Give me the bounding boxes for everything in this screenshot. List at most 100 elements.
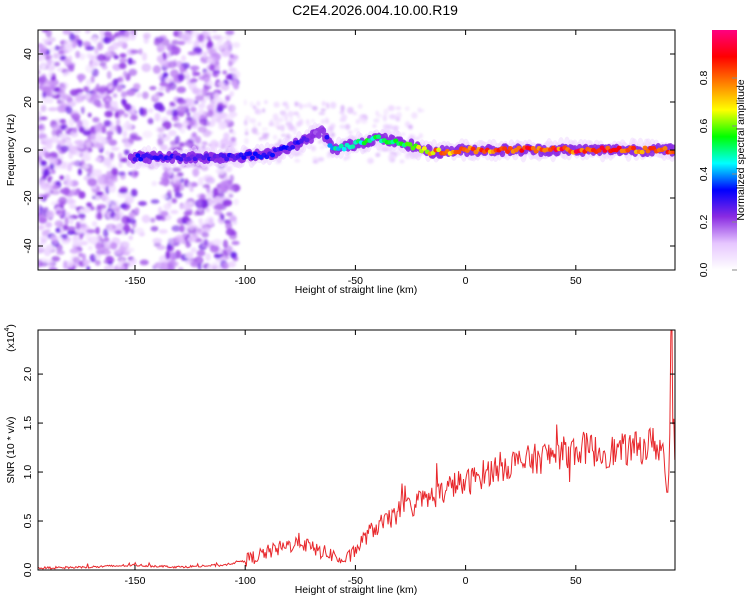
noise-blob	[171, 39, 180, 45]
noise-blob	[38, 206, 44, 215]
noise-blob	[89, 98, 98, 105]
noise-blob	[106, 134, 113, 141]
noise-blob	[41, 86, 51, 93]
noise-blob	[86, 202, 93, 208]
noise-blob	[229, 53, 234, 59]
ridge-core	[456, 149, 462, 155]
noise-blob	[227, 261, 237, 268]
noise-blob	[82, 41, 91, 47]
noise-blob	[103, 239, 112, 248]
noise-blob	[294, 101, 299, 107]
noise-blob	[170, 209, 179, 215]
noise-blob	[113, 104, 119, 109]
noise-blob	[296, 114, 301, 119]
noise-blob	[71, 112, 81, 121]
noise-blob	[200, 43, 206, 49]
noise-blob	[127, 57, 133, 65]
noise-blob	[69, 199, 77, 204]
ridge-core	[241, 155, 247, 160]
noise-blob	[228, 215, 237, 222]
noise-blob	[62, 30, 71, 35]
noise-blob	[173, 76, 178, 83]
noise-blob	[263, 132, 270, 137]
noise-blob	[191, 132, 197, 138]
y-tick-label: 1.5	[22, 416, 34, 431]
noise-blob	[70, 62, 76, 67]
noise-blob	[51, 73, 56, 80]
noise-blob	[99, 61, 107, 67]
colorbar: 0.0 0.2 0.4 0.6 0.8 Normalized spectral ampl…	[698, 30, 747, 277]
noise-blob	[255, 108, 262, 115]
snr-frame	[37, 329, 676, 571]
noise-blob	[223, 41, 233, 48]
ridge-core	[421, 146, 427, 151]
noise-blob	[178, 142, 185, 148]
noise-blob	[212, 187, 219, 197]
noise-blob	[243, 119, 248, 126]
noise-blob	[49, 84, 56, 90]
noise-blob	[96, 41, 104, 51]
noise-blob	[224, 114, 235, 122]
noise-blob	[114, 111, 119, 119]
noise-blob	[112, 78, 119, 87]
noise-blob	[55, 227, 61, 233]
noise-blob	[134, 207, 140, 214]
noise-blob	[38, 224, 46, 231]
x-tick-label: -100	[235, 275, 256, 287]
noise-blob	[58, 133, 68, 140]
noise-blob	[58, 50, 65, 55]
svg-text:0.0: 0.0	[22, 563, 34, 578]
noise-blob	[104, 110, 113, 118]
noise-blob	[233, 198, 239, 206]
figure-title: C2E4.2026.004.10.00.R19	[292, 2, 458, 18]
x-tick-label: -150	[124, 275, 145, 287]
noise-blob	[142, 107, 148, 115]
noise-blob	[194, 95, 205, 101]
noise-blob	[70, 161, 80, 166]
noise-blob	[197, 177, 204, 186]
noise-blob	[45, 210, 54, 218]
noise-blob	[160, 210, 169, 217]
svg-text:0.0: 0.0	[698, 263, 710, 278]
noise-blob	[186, 220, 196, 230]
noise-blob	[75, 150, 82, 157]
noise-blob	[73, 127, 78, 133]
noise-blob	[244, 131, 249, 136]
svg-text:(x104): (x104)	[4, 324, 17, 352]
svg-text:1.5: 1.5	[22, 416, 34, 431]
svg-text:2.0: 2.0	[22, 367, 34, 382]
noise-blob	[107, 265, 114, 270]
noise-blob	[95, 191, 105, 196]
noise-blob	[213, 253, 222, 259]
noise-blob	[251, 127, 258, 134]
noise-blob	[231, 130, 237, 136]
noise-blob	[124, 197, 134, 205]
ridge-core	[238, 152, 244, 157]
svg-text:0.8: 0.8	[698, 71, 710, 86]
noise-blob	[119, 58, 128, 63]
noise-blob	[294, 158, 301, 163]
noise-blob	[87, 245, 93, 251]
noise-blob	[194, 135, 202, 145]
ridge-core	[350, 144, 356, 149]
noise-blob	[109, 152, 115, 160]
noise-blob	[99, 30, 105, 37]
noise-blob	[121, 98, 127, 106]
noise-blob	[47, 107, 58, 112]
noise-blob	[215, 202, 224, 211]
ridge-core	[249, 155, 255, 161]
noise-blob	[83, 86, 89, 92]
noise-blob	[150, 217, 156, 223]
noise-blob	[75, 229, 85, 234]
noise-blob	[114, 230, 123, 235]
noise-blob	[224, 262, 229, 268]
noise-blob	[185, 116, 195, 121]
noise-blob	[167, 44, 175, 52]
noise-blob	[65, 105, 73, 115]
noise-blob	[301, 104, 309, 108]
noise-blob	[347, 130, 353, 135]
noise-blob	[98, 142, 105, 149]
noise-blob	[231, 240, 240, 246]
ridge-core	[310, 134, 316, 139]
